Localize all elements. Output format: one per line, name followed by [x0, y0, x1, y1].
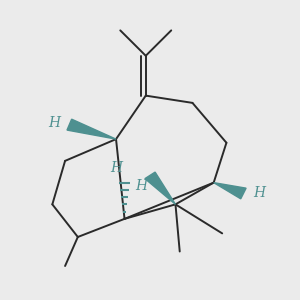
Text: H: H — [254, 187, 266, 200]
Text: H: H — [48, 116, 61, 130]
Text: H: H — [135, 179, 148, 193]
Polygon shape — [145, 172, 176, 204]
Polygon shape — [67, 119, 116, 139]
Polygon shape — [214, 183, 246, 199]
Text: H: H — [110, 161, 122, 175]
